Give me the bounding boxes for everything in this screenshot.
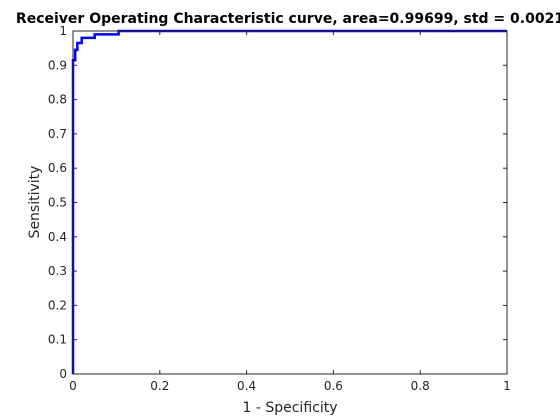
y-axis-label: Sensitivity (27, 166, 43, 239)
x-tick-label: 0 (69, 379, 77, 393)
tick-layer: 0 0.2 0.4 0.6 0.8 1 0 0.1 0.2 0.3 0.4 0.5 0.6 0.7 0.8 0… (48, 24, 511, 393)
y-tick-label: 1 (59, 24, 67, 38)
y-tick-label: 0.8 (48, 93, 67, 107)
y-tick-label: 0.4 (48, 230, 67, 244)
roc-curve-line (71, 29, 507, 374)
series-layer (71, 29, 507, 374)
y-tick-label: 0.9 (48, 58, 67, 72)
x-tick-label: 0.2 (150, 379, 169, 393)
plot-area (73, 31, 507, 374)
y-tick-label: 0.2 (48, 298, 67, 312)
chart-title: Receiver Operating Characteristic curve,… (16, 11, 560, 27)
x-tick-label: 0.6 (324, 379, 343, 393)
y-tick-label: 0.7 (48, 127, 67, 141)
y-tick-label: 0.3 (48, 264, 67, 278)
y-tick-label: 0.6 (48, 161, 67, 175)
y-tick-label: 0.1 (48, 333, 67, 347)
y-tick-label: 0 (59, 367, 67, 381)
x-tick-label: 1 (503, 379, 511, 393)
x-tick-label: 0.4 (237, 379, 256, 393)
x-axis-label: 1 - Specificity (242, 400, 337, 416)
plot-frame (72, 30, 508, 375)
y-tick-label: 0.5 (48, 196, 67, 210)
x-tick-label: 0.8 (411, 379, 430, 393)
